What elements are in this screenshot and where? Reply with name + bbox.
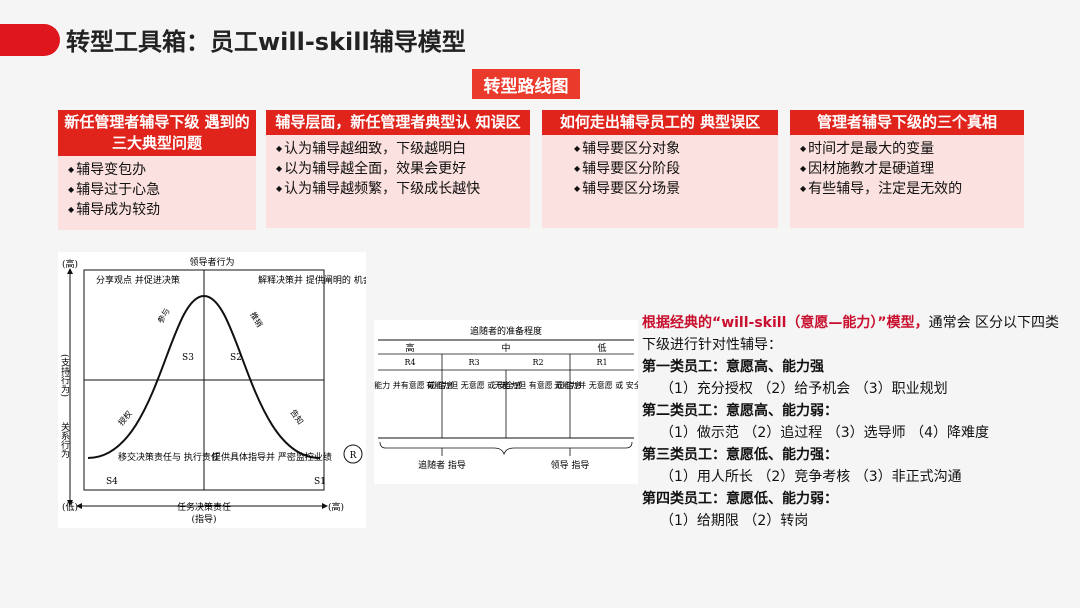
card-misconceptions: 辅导层面，新任管理者典型认 知误区 认为辅导越细致，下级越明白 以为辅导越全面，…	[266, 110, 530, 228]
high-right-label: (高)	[328, 501, 344, 513]
intro-bold: 根据经典的“will-skill（意愿—能力）”模型，	[642, 315, 929, 331]
quadrant-br: 提供具体指导并 严密监控业绩	[212, 451, 332, 463]
code-r4: R4	[404, 358, 415, 367]
list-item: 有些辅导，注定是无效的	[800, 179, 1024, 199]
card-header: 辅导层面，新任管理者典型认 知误区	[266, 110, 530, 135]
curve-label-participate: 参与	[155, 306, 172, 325]
r-label: R	[350, 451, 357, 461]
list-item: 认为辅导越频繁，下级成长越快	[276, 179, 530, 199]
y-axis-label-1: (支持行为)	[59, 354, 70, 397]
arrow-right-icon	[322, 503, 328, 509]
card-header: 如何走出辅导员工的 典型误区	[542, 110, 778, 135]
list-item: 认为辅导越细致，下级越明白	[276, 139, 530, 159]
x-axis-label-2: (指导)	[191, 513, 216, 525]
list-item: 辅导过于心急	[68, 180, 256, 200]
leadership-diagram-svg: 领导者行为 (高) (低) (高) (支持行为) 关系行为 分享观点 并促进决策…	[59, 256, 372, 525]
category-options: （1）给期限 （2）转岗	[660, 513, 809, 529]
roadmap-label: 转型路线图	[472, 69, 580, 99]
list-item: 辅导成为较劲	[68, 200, 256, 220]
r-circle-icon	[343, 444, 363, 464]
y-axis-label-2: 关系行为	[59, 421, 70, 459]
quadrant-bl: 移交决策责任与 执行责任	[118, 451, 220, 463]
quadrant-tr: 解释决策并 提供阐明的 机会	[258, 274, 366, 286]
bell-curve	[87, 294, 321, 459]
list-item: 辅导要区分场景	[574, 179, 778, 199]
list-item: 以为辅导越全面，效果会更好	[276, 159, 530, 179]
low-label: (低)	[62, 501, 78, 513]
category-options: （1）用人所长 （2）竞争考核 （3）非正式沟通	[660, 469, 962, 485]
desc-r1: 无能力并 无意愿 或 安全感	[554, 380, 638, 390]
x-axis-label-1: 任务决策责任	[177, 501, 231, 513]
list-item: 辅导要区分阶段	[574, 159, 778, 179]
category-title: 第一类员工：意愿高、能力强	[642, 359, 824, 375]
card-header: 新任管理者辅导下级 遇到的三大典型问题	[58, 110, 256, 156]
card-header: 管理者辅导下级的三个真相	[790, 110, 1024, 135]
card-truths: 管理者辅导下级的三个真相 时间才是最大的变量 因材施教才是硬道理 有些辅导，注定…	[790, 110, 1024, 228]
s1-label: S1	[314, 477, 326, 487]
brace-shape	[379, 441, 633, 456]
list-item: 辅导要区分对象	[574, 139, 778, 159]
curve-label-tell: 告知	[288, 407, 305, 426]
intro-rest: 通常会 区分以下四类下级进行针对性辅导：	[642, 315, 1060, 353]
curve-label-delegate: 授权	[116, 409, 134, 428]
readiness-table: 追随者的准备程度 高 中 低 R4 R3 R2 R1 有能力 并有意愿 或 信息…	[366, 320, 650, 484]
page-title: 转型工具箱：员工will-skill辅导模型	[66, 28, 466, 56]
leadership-diagram: 领导者行为 (高) (低) (高) (支持行为) 关系行为 分享观点 并促进决策…	[58, 252, 372, 528]
top-label: 领导者行为	[189, 256, 234, 268]
level-high: 高	[405, 342, 414, 354]
s4-label: S4	[106, 477, 118, 487]
accent-bar	[0, 24, 60, 56]
category-title: 第四类员工：意愿低、能力弱：	[642, 491, 838, 507]
card-problems: 新任管理者辅导下级 遇到的三大典型问题 辅导变包办 辅导过于心急 辅导成为较劲	[58, 110, 256, 230]
list-item: 时间才是最大的变量	[800, 139, 1024, 159]
code-r2: R2	[532, 358, 543, 367]
curve-label-sell: 推销	[248, 310, 265, 329]
arrow-left-icon	[76, 503, 82, 509]
card-solutions: 如何走出辅导员工的 典型误区 辅导要区分对象 辅导要区分阶段 辅导要区分场景	[542, 110, 778, 228]
guide-left: 追随者 指导	[418, 459, 466, 471]
category-title: 第三类员工：意愿低、能力强：	[642, 447, 838, 463]
category-title: 第二类员工：意愿高、能力弱：	[642, 403, 838, 419]
category-options: （1）做示范 （2）追过程 （3）选导师 （4）降难度	[660, 425, 989, 441]
quadrant-tl: 分享观点 并促进决策	[96, 274, 180, 286]
readiness-title: 追随者的准备程度	[470, 325, 542, 337]
level-mid: 中	[501, 342, 510, 354]
category-options: （1）充分授权 （2）给予机会 （3）职业规划	[660, 381, 948, 397]
readiness-table-svg: 追随者的准备程度 高 中 低 R4 R3 R2 R1 有能力 并有意愿 或 信息…	[366, 325, 650, 471]
will-skill-description: 根据经典的“will-skill（意愿—能力）”模型，通常会 区分以下四类下级进…	[642, 312, 1062, 532]
guide-right: 领导 指导	[551, 459, 590, 471]
level-low: 低	[597, 342, 606, 354]
arrow-down-icon	[67, 500, 73, 506]
code-r1: R1	[596, 358, 607, 367]
list-item: 辅导变包办	[68, 160, 256, 180]
list-item: 因材施教才是硬道理	[800, 159, 1024, 179]
desc-r2: 无能力但 有意愿 或 信息	[494, 380, 582, 390]
code-r3: R3	[468, 358, 479, 367]
desc-r3: 有能力但 无意愿 或 安全感	[426, 380, 522, 390]
intro-paragraph: 根据经典的“will-skill（意愿—能力）”模型，通常会 区分以下四类下级进…	[642, 312, 1062, 356]
s3-label: S3	[182, 353, 194, 363]
desc-r4: 有能力 并有意愿 或 信息	[374, 380, 454, 390]
high-label: (高)	[62, 258, 78, 270]
arrow-up-icon	[67, 268, 73, 274]
s2-label: S2	[230, 353, 242, 363]
